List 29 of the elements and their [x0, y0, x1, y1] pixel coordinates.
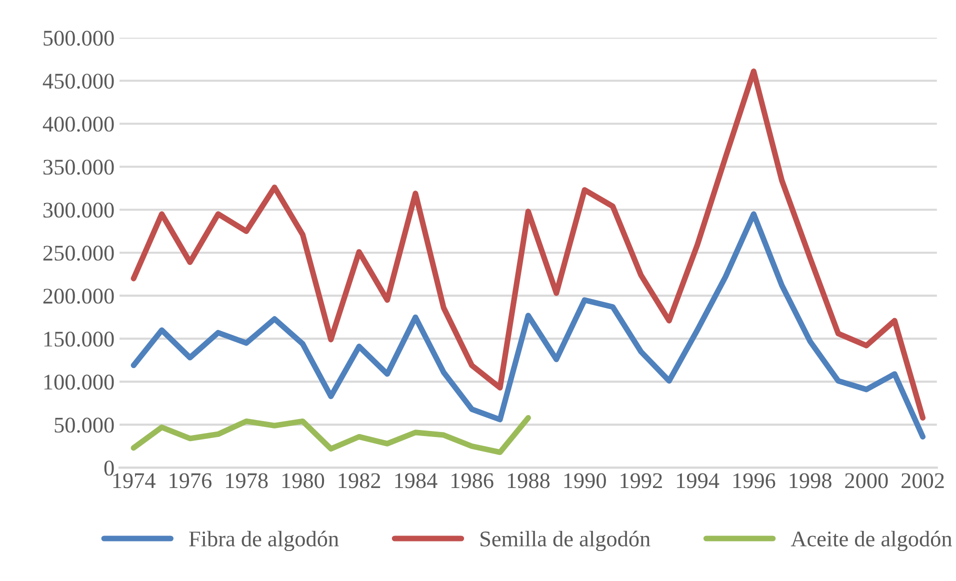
y-tick-label: 200.000: [43, 288, 114, 304]
x-tick-label: 1980: [282, 473, 324, 488]
y-tick-label: 100.000: [44, 374, 114, 390]
y-tick-label: 400.000: [42, 116, 114, 132]
x-tick-label: 1998: [790, 473, 832, 488]
y-tick-label: 300.000: [43, 202, 114, 218]
legend-label: Semilla de algodón: [480, 530, 650, 552]
y-tick-label: 250.000: [43, 246, 114, 261]
x-tick-label: 1990: [564, 473, 606, 488]
y-tick-label: 50.000: [54, 418, 114, 433]
y-tick-label: 0: [104, 460, 114, 476]
x-tick-label: 1992: [620, 473, 662, 488]
x-tick-label: 1976: [170, 473, 212, 488]
legend-label: Aceite de algodón: [790, 530, 952, 552]
x-tick-label: 2000: [845, 473, 888, 488]
x-tick-label: 1994: [677, 473, 720, 488]
x-tick-label: 1982: [338, 473, 380, 488]
x-tick-label: 1974: [113, 473, 156, 488]
x-tick-label: 2002: [902, 473, 944, 488]
y-tick-label: 150.000: [44, 332, 114, 347]
x-tick-label: 1984: [395, 473, 438, 488]
y-tick-label: 350.000: [43, 160, 114, 175]
x-tick-label: 1986: [452, 473, 494, 488]
x-tick-label: 1996: [733, 473, 776, 488]
y-tick-label: 500.000: [44, 30, 114, 46]
legend-label: Fibra de algodón: [189, 530, 339, 552]
x-tick-label: 1978: [226, 473, 268, 488]
x-tick-label: 1988: [508, 473, 550, 488]
y-tick-label: 450.000: [42, 74, 114, 89]
